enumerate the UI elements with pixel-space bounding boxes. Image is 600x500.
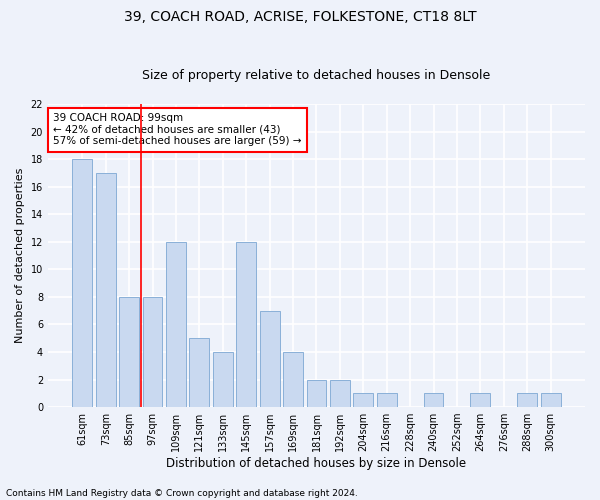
- Bar: [73, 159, 92, 407]
- Bar: [541, 394, 560, 407]
- Bar: [96, 173, 116, 407]
- Bar: [353, 394, 373, 407]
- Bar: [213, 352, 233, 407]
- Bar: [470, 394, 490, 407]
- Bar: [260, 310, 280, 407]
- Bar: [424, 394, 443, 407]
- Y-axis label: Number of detached properties: Number of detached properties: [15, 168, 25, 343]
- Bar: [119, 297, 139, 407]
- Bar: [283, 352, 303, 407]
- Bar: [517, 394, 537, 407]
- Bar: [166, 242, 186, 407]
- Bar: [143, 297, 163, 407]
- X-axis label: Distribution of detached houses by size in Densole: Distribution of detached houses by size …: [166, 457, 467, 470]
- Text: 39 COACH ROAD: 99sqm
← 42% of detached houses are smaller (43)
57% of semi-detac: 39 COACH ROAD: 99sqm ← 42% of detached h…: [53, 113, 302, 146]
- Bar: [190, 338, 209, 407]
- Text: Contains HM Land Registry data © Crown copyright and database right 2024.: Contains HM Land Registry data © Crown c…: [6, 488, 358, 498]
- Bar: [236, 242, 256, 407]
- Bar: [307, 380, 326, 407]
- Title: Size of property relative to detached houses in Densole: Size of property relative to detached ho…: [142, 69, 491, 82]
- Text: 39, COACH ROAD, ACRISE, FOLKESTONE, CT18 8LT: 39, COACH ROAD, ACRISE, FOLKESTONE, CT18…: [124, 10, 476, 24]
- Bar: [330, 380, 350, 407]
- Bar: [377, 394, 397, 407]
